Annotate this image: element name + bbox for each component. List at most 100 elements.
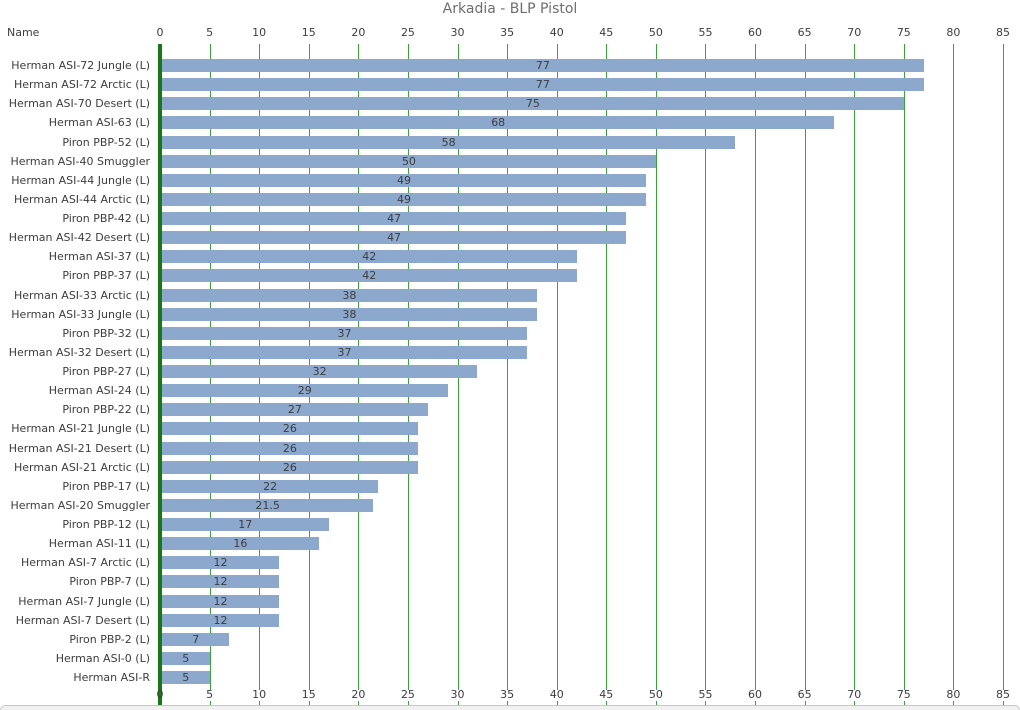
bar-value-label: 12	[213, 613, 228, 627]
gridline	[903, 44, 905, 690]
gridline	[655, 44, 657, 690]
axis-tick-label-top: 20	[351, 26, 366, 39]
axis-tick-label-top: 40	[549, 26, 564, 39]
axis-tick-label-bottom: 5	[206, 688, 214, 701]
axis-tick-label-bottom: 0	[156, 688, 164, 701]
bar-value-label: 26	[282, 441, 297, 455]
axis-tick-label-bottom: 75	[896, 688, 911, 701]
bar-value-label: 16	[233, 537, 248, 551]
axis-tick-label-bottom: 35	[500, 688, 515, 701]
category-label: Herman ASI-42 Desert (L)	[8, 231, 150, 245]
gridline	[606, 44, 608, 690]
category-label: Herman ASI-40 Smuggler	[10, 154, 151, 168]
bar	[162, 212, 627, 225]
category-label: Herman ASI-11 (L)	[48, 537, 150, 551]
bar-value-label: 50	[401, 154, 416, 168]
axis-tick-label-bottom: 65	[797, 688, 812, 701]
bar	[162, 575, 279, 589]
tick-mark	[1003, 701, 1004, 705]
bar-value-label: 77	[535, 78, 550, 92]
category-label: Piron PBP-32 (L)	[62, 326, 150, 340]
category-label: Piron PBP-7 (L)	[69, 575, 150, 589]
bar-value-label: 42	[362, 250, 377, 264]
tick-mark	[953, 701, 955, 705]
tick-mark	[407, 701, 409, 705]
category-label: Herman ASI-20 Smuggler	[10, 498, 151, 512]
axis-tick-label-top: 70	[847, 26, 862, 39]
axis-tick-label-bottom: 70	[847, 688, 862, 701]
tick-mark	[903, 701, 905, 705]
bar-value-label: 7	[192, 632, 200, 646]
bar	[162, 403, 428, 417]
category-label: Herman ASI-33 Jungle (L)	[11, 307, 150, 321]
axis-tick-label-top: 80	[946, 26, 961, 39]
bar-value-label: 17	[238, 518, 253, 531]
category-label: Herman ASI-7 Desert (L)	[15, 613, 150, 627]
bar	[162, 671, 210, 684]
gridline	[556, 44, 558, 690]
bar	[162, 288, 537, 302]
bar	[162, 365, 478, 378]
bar-value-label: 21.5	[255, 498, 280, 512]
category-label: Herman ASI-7 Arctic (L)	[21, 556, 150, 570]
tick-mark	[705, 701, 707, 705]
bar	[162, 231, 627, 245]
axis-tick-label-top: 55	[698, 26, 713, 39]
bar-value-label: 12	[213, 575, 228, 589]
gridline	[507, 44, 509, 690]
bar	[162, 613, 279, 627]
bar	[162, 345, 527, 359]
bar	[162, 269, 577, 283]
gridline	[953, 44, 955, 690]
bar	[162, 59, 924, 72]
bar	[162, 518, 329, 531]
bar-value-label: 5	[182, 671, 190, 684]
bar	[162, 97, 904, 111]
category-label: Piron PBP-52 (L)	[62, 135, 150, 149]
axis-tick-label-bottom: 30	[450, 688, 465, 701]
category-label: Herman ASI-70 Desert (L)	[8, 97, 150, 111]
category-label: Piron PBP-27 (L)	[62, 365, 150, 378]
axis-tick-label-top: 45	[599, 26, 614, 39]
bar-value-label: 37	[337, 326, 352, 340]
category-label: Piron PBP-37 (L)	[62, 269, 150, 283]
axis-tick-label-bottom: 80	[946, 688, 961, 701]
tick-mark	[507, 701, 509, 705]
gridline	[854, 44, 856, 690]
category-label: Herman ASI-72 Arctic (L)	[14, 78, 150, 92]
axis-tick-label-top: 65	[797, 26, 812, 39]
category-label: Herman ASI-R	[73, 671, 150, 684]
bar-value-label: 38	[342, 288, 357, 302]
tick-mark	[755, 701, 757, 705]
axis-tick-label-top: 15	[301, 26, 316, 39]
bar	[162, 422, 418, 436]
category-label: Piron PBP-17 (L)	[62, 479, 150, 493]
bar	[162, 154, 656, 168]
bar-value-label: 42	[362, 269, 377, 283]
category-label: Herman ASI-44 Arctic (L)	[14, 192, 150, 206]
bar	[162, 632, 230, 646]
bar-value-label: 32	[312, 365, 327, 378]
bar-value-label: 22	[263, 479, 278, 493]
axis-tick-label-top: 35	[500, 26, 515, 39]
bar	[162, 250, 577, 264]
category-label: Herman ASI-7 Jungle (L)	[18, 594, 150, 608]
tick-mark	[259, 701, 261, 705]
bar-value-label: 29	[297, 384, 312, 398]
bar	[162, 441, 418, 455]
axis-tick-label-bottom: 15	[301, 688, 316, 701]
axis-tick-label-bottom: 40	[549, 688, 564, 701]
axis-tick-label-top: 30	[450, 26, 465, 39]
gridline	[755, 44, 757, 690]
bar	[162, 498, 374, 512]
bar	[162, 135, 736, 149]
category-label: Piron PBP-12 (L)	[62, 518, 150, 531]
tick-mark	[358, 701, 360, 705]
gridline	[1003, 44, 1004, 690]
bar	[162, 460, 418, 474]
axis-tick-label-top: 0	[156, 26, 164, 39]
axis-tick-label-top: 75	[896, 26, 911, 39]
tick-mark	[655, 701, 657, 705]
axis-tick-label-bottom: 25	[400, 688, 415, 701]
